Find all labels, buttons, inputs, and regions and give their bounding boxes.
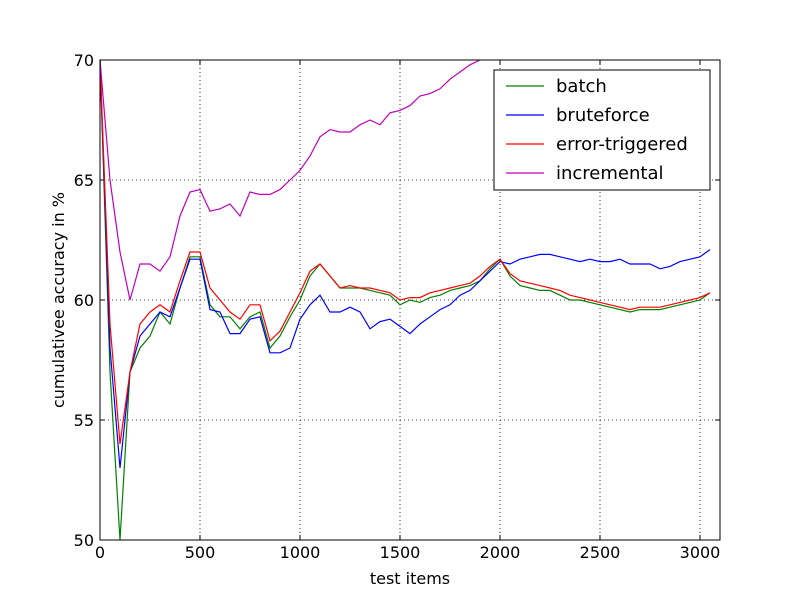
- x-tick-label: 2500: [580, 543, 621, 562]
- legend-label: batch: [556, 76, 607, 97]
- x-tick-label: 0: [95, 543, 105, 562]
- x-axis-label: test items: [370, 569, 450, 588]
- x-tick-label: 2000: [480, 543, 521, 562]
- line: [100, 60, 711, 469]
- y-tick-label: 60: [74, 291, 94, 310]
- x-tick-label: 3000: [680, 543, 721, 562]
- x-tick-label: 1500: [380, 543, 421, 562]
- x-tick-label: 1000: [280, 543, 321, 562]
- y-axis-label: cumulativee accuracy in %: [49, 192, 68, 408]
- legend-frame: [493, 69, 711, 191]
- plot-area: [100, 60, 711, 540]
- legend-label: incremental: [556, 163, 664, 184]
- legend-label: bruteforce: [556, 105, 650, 126]
- y-tick-label: 50: [74, 531, 94, 550]
- y-tick-label: 70: [74, 51, 94, 70]
- legend-label: error-triggered: [556, 134, 688, 155]
- line: [100, 60, 711, 445]
- y-tick-label: 65: [74, 171, 94, 190]
- y-tick-label: 55: [74, 411, 94, 430]
- plot-frame: [99, 59, 721, 541]
- x-tick-label: 500: [185, 543, 216, 562]
- line: [100, 60, 481, 301]
